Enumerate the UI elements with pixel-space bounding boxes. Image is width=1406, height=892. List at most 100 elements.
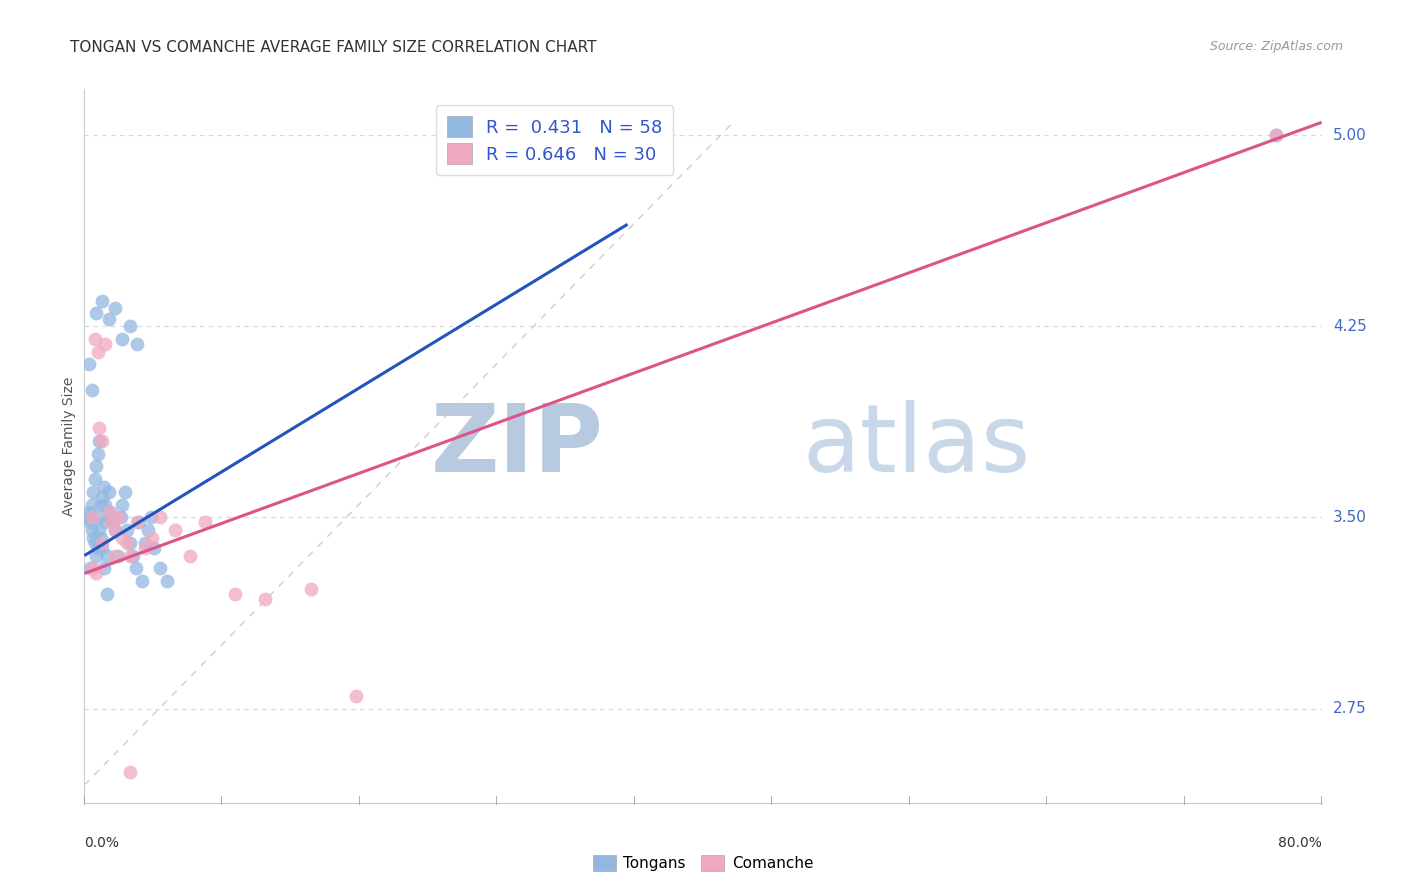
Point — [79, 561, 101, 575]
Point — [100, 516, 122, 530]
Point — [141, 531, 163, 545]
Point — [77, 505, 100, 519]
Text: |: | — [1182, 796, 1185, 805]
Point — [1265, 128, 1288, 142]
Text: |: | — [633, 796, 636, 805]
Point — [124, 561, 146, 575]
Text: |: | — [83, 796, 86, 805]
Point — [118, 319, 141, 334]
Text: |: | — [495, 796, 498, 805]
Point — [127, 337, 149, 351]
Point — [91, 490, 114, 504]
Text: |: | — [908, 796, 911, 805]
Point — [89, 510, 111, 524]
Point — [86, 549, 108, 563]
Point — [101, 516, 124, 530]
Text: Source: ZipAtlas.com: Source: ZipAtlas.com — [1209, 40, 1343, 54]
Point — [79, 516, 101, 530]
Point — [94, 498, 117, 512]
Point — [90, 531, 112, 545]
Point — [134, 536, 156, 550]
Point — [149, 510, 172, 524]
Point — [134, 541, 156, 555]
Point — [91, 434, 114, 448]
Point — [82, 531, 104, 545]
Point — [299, 582, 322, 596]
Point — [80, 498, 103, 512]
Point — [118, 549, 141, 563]
Point — [90, 498, 112, 512]
Point — [103, 523, 125, 537]
Point — [114, 484, 136, 499]
Point — [86, 566, 108, 581]
Point — [87, 541, 110, 555]
Point — [149, 561, 172, 575]
Point — [89, 523, 111, 537]
Point — [127, 516, 149, 530]
Point — [111, 531, 134, 545]
Text: |: | — [1320, 796, 1323, 805]
Point — [121, 549, 143, 563]
Point — [131, 574, 153, 588]
Point — [110, 510, 132, 524]
Text: |: | — [221, 796, 224, 805]
Text: 0.0%: 0.0% — [84, 836, 120, 850]
Point — [107, 549, 129, 563]
Point — [163, 523, 186, 537]
Point — [86, 459, 108, 474]
Legend: R =  0.431   N = 58, R = 0.646   N = 30: R = 0.431 N = 58, R = 0.646 N = 30 — [436, 105, 673, 175]
Text: |: | — [1045, 796, 1047, 805]
Point — [98, 505, 121, 519]
Point — [103, 301, 125, 316]
Point — [76, 510, 98, 524]
Text: atlas: atlas — [801, 400, 1031, 492]
Point — [103, 549, 125, 563]
Point — [80, 383, 103, 397]
Point — [118, 765, 141, 780]
Point — [93, 480, 115, 494]
Point — [96, 549, 118, 563]
Point — [118, 536, 141, 550]
Text: 4.25: 4.25 — [1333, 318, 1367, 334]
Point — [86, 306, 108, 320]
Point — [115, 523, 138, 537]
Point — [142, 541, 165, 555]
Point — [82, 484, 104, 499]
Point — [103, 523, 125, 537]
Point — [82, 561, 104, 575]
Point — [156, 574, 179, 588]
Point — [254, 591, 277, 606]
Point — [94, 516, 117, 530]
Point — [84, 332, 107, 346]
Point — [97, 505, 120, 519]
Y-axis label: Average Family Size: Average Family Size — [62, 376, 76, 516]
Text: 5.00: 5.00 — [1333, 128, 1367, 143]
Text: 3.50: 3.50 — [1333, 510, 1367, 524]
Text: |: | — [359, 796, 361, 805]
Point — [179, 549, 201, 563]
Text: 2.75: 2.75 — [1333, 701, 1367, 716]
Point — [93, 561, 115, 575]
Point — [136, 523, 159, 537]
Point — [87, 344, 110, 359]
Point — [87, 447, 110, 461]
Point — [100, 510, 122, 524]
Point — [89, 421, 111, 435]
Point — [128, 516, 150, 530]
Point — [77, 358, 100, 372]
Point — [91, 293, 114, 308]
Point — [1265, 128, 1288, 142]
Point — [91, 536, 114, 550]
Text: |: | — [770, 796, 773, 805]
Point — [94, 337, 117, 351]
Point — [194, 516, 217, 530]
Text: ZIP: ZIP — [432, 400, 605, 492]
Point — [139, 510, 162, 524]
Point — [111, 498, 134, 512]
Point — [97, 311, 120, 326]
Point — [96, 587, 118, 601]
Point — [80, 510, 103, 524]
Point — [111, 332, 134, 346]
Text: TONGAN VS COMANCHE AVERAGE FAMILY SIZE CORRELATION CHART: TONGAN VS COMANCHE AVERAGE FAMILY SIZE C… — [70, 40, 596, 55]
Point — [115, 536, 138, 550]
